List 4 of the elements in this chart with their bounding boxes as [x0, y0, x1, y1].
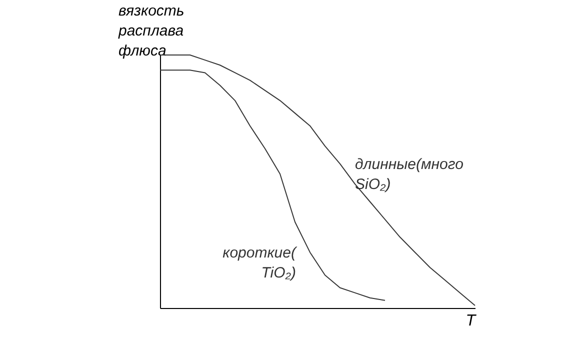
series-label: короткие(TiO₂) — [222, 244, 298, 282]
x-axis-title: T — [466, 312, 477, 330]
series-label: длинные(много SiO₂) — [355, 156, 464, 193]
y-axis-title: вязкость расплава флюса — [118, 2, 184, 60]
